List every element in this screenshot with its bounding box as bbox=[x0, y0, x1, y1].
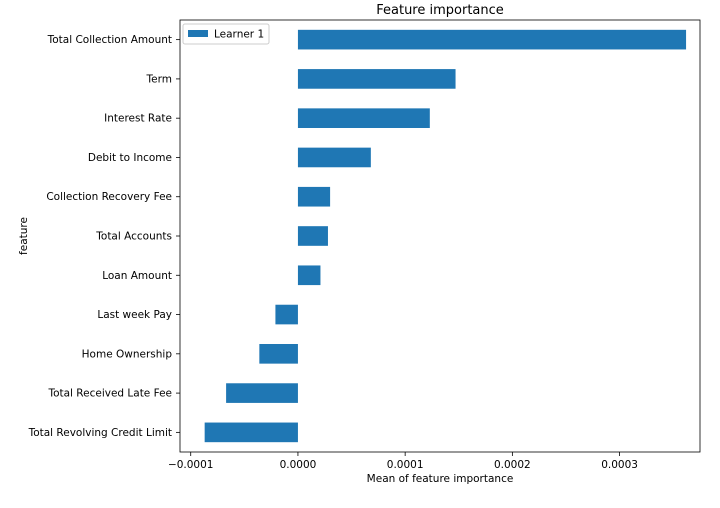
legend-label: Learner 1 bbox=[214, 29, 264, 41]
y-ticks-group: Total Collection Amount Term Interest Rate… bbox=[28, 34, 180, 439]
y-tick-label: Collection Recovery Fee bbox=[46, 191, 172, 203]
bar bbox=[297, 69, 456, 89]
y-tick-label: Interest Rate bbox=[104, 113, 172, 125]
plot-frame bbox=[179, 19, 701, 453]
legend-box bbox=[182, 23, 270, 45]
bars-group bbox=[204, 29, 687, 443]
bar bbox=[297, 226, 328, 246]
y-tick-label: Last week Pay bbox=[97, 309, 172, 321]
y-tick-label: Loan Amount bbox=[102, 270, 172, 282]
bar bbox=[297, 147, 371, 168]
x-ticks-group: −0.0001 0.0000 0.0001 0.0002 0.0003 bbox=[168, 452, 638, 471]
y-tick-label: Total Accounts bbox=[95, 231, 172, 243]
y-tick-label: Term bbox=[146, 73, 172, 85]
bar bbox=[297, 108, 430, 128]
chart-title: Feature importance bbox=[376, 3, 504, 18]
x-tick-label: 0.0000 bbox=[280, 459, 317, 471]
y-axis-label: feature bbox=[18, 217, 30, 255]
bar bbox=[297, 265, 321, 286]
bar bbox=[297, 186, 331, 207]
legend: Learner 1 bbox=[182, 23, 270, 45]
bar bbox=[275, 304, 298, 325]
bar bbox=[297, 29, 687, 50]
x-axis-label: Mean of feature importance bbox=[367, 473, 514, 485]
x-tick-label: 0.0001 bbox=[387, 459, 424, 471]
y-tick-label: Home Ownership bbox=[82, 348, 173, 360]
x-tick-label: −0.0001 bbox=[168, 459, 214, 471]
bar bbox=[259, 344, 298, 364]
y-tick-label: Debit to Income bbox=[88, 152, 172, 164]
y-tick-label: Total Revolving Credit Limit bbox=[28, 427, 172, 439]
x-tick-label: 0.0003 bbox=[601, 459, 638, 471]
x-tick-label: 0.0002 bbox=[494, 459, 531, 471]
legend-swatch bbox=[188, 30, 208, 37]
y-tick-label: Total Received Late Fee bbox=[47, 388, 172, 400]
bar bbox=[204, 422, 298, 443]
bar bbox=[226, 383, 298, 403]
y-tick-label: Total Collection Amount bbox=[47, 34, 172, 46]
